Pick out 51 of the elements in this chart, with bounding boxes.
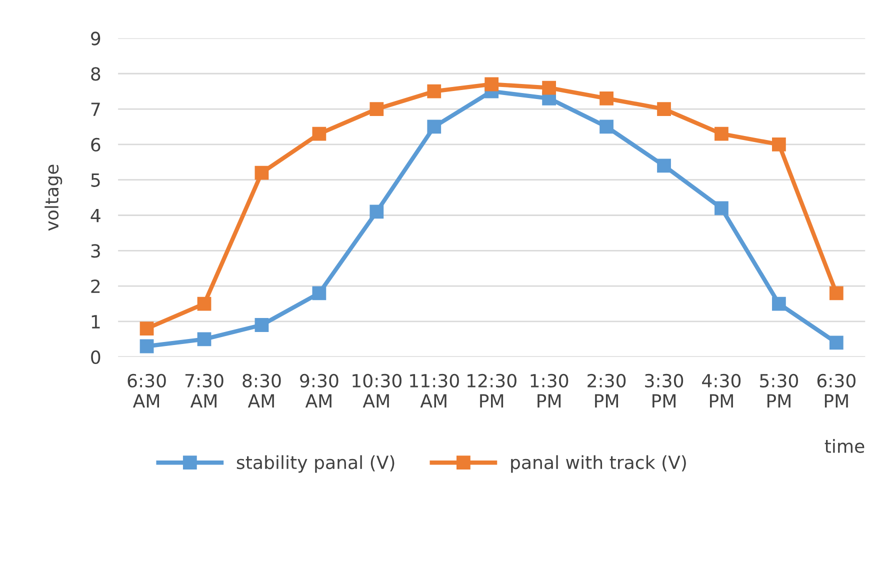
y-tick-label: 5 xyxy=(91,174,100,187)
point xyxy=(312,126,326,141)
point xyxy=(714,126,728,141)
point xyxy=(657,102,671,116)
y-tick-label: 6 xyxy=(91,138,100,152)
point xyxy=(312,286,326,300)
point xyxy=(197,332,212,346)
x-axis-title: time xyxy=(824,439,864,453)
x-tick-label: 10:30 AM xyxy=(352,374,402,408)
x-tick-label: 1:30 PM xyxy=(530,374,568,408)
y-tick-label: 3 xyxy=(91,244,100,258)
y-tick-label: 8 xyxy=(91,67,100,81)
point xyxy=(370,102,384,116)
point xyxy=(829,286,844,300)
legend-label: panal with track (V) xyxy=(511,455,686,473)
point xyxy=(370,204,384,219)
point xyxy=(829,336,844,350)
point xyxy=(542,80,556,95)
x-tick-label: 12:30 PM xyxy=(468,374,516,408)
y-tick-label: 9 xyxy=(91,32,100,46)
point xyxy=(254,318,269,332)
y-tick-label: 4 xyxy=(90,208,100,222)
x-tick-label: 6:30 PM xyxy=(817,374,856,408)
x-tick-label: 2:30 PM xyxy=(588,374,626,408)
point xyxy=(254,166,269,180)
x-tick-label: 4:30 PM xyxy=(702,374,741,408)
y-tick-label: 7 xyxy=(91,102,100,116)
x-tick-label: 8:30 AM xyxy=(242,374,281,408)
y-tick-label: 2 xyxy=(91,280,100,293)
point xyxy=(772,137,786,152)
point xyxy=(484,77,499,92)
x-tick-label: 5:30 PM xyxy=(760,374,798,408)
x-tick-label: 9:30 AM xyxy=(300,374,338,408)
y-tick-label: 0 xyxy=(91,350,100,364)
point xyxy=(140,339,154,354)
point xyxy=(600,91,614,106)
point xyxy=(772,296,786,311)
point xyxy=(657,158,671,173)
x-tick-label: 6:30 AM xyxy=(128,374,166,408)
x-tick-label: 3:30 PM xyxy=(645,374,684,408)
point xyxy=(197,296,212,311)
x-tick-label: 11:30 AM xyxy=(410,374,459,408)
point xyxy=(427,120,442,134)
y-tick-label: 1 xyxy=(92,315,100,328)
point xyxy=(600,120,614,134)
y-axis-title: voltage xyxy=(44,164,62,231)
x-tick-label: 7:30 AM xyxy=(185,374,224,408)
point xyxy=(427,84,442,98)
point xyxy=(714,201,728,216)
legend-label: stability panal (V) xyxy=(236,455,394,473)
point xyxy=(140,322,154,336)
